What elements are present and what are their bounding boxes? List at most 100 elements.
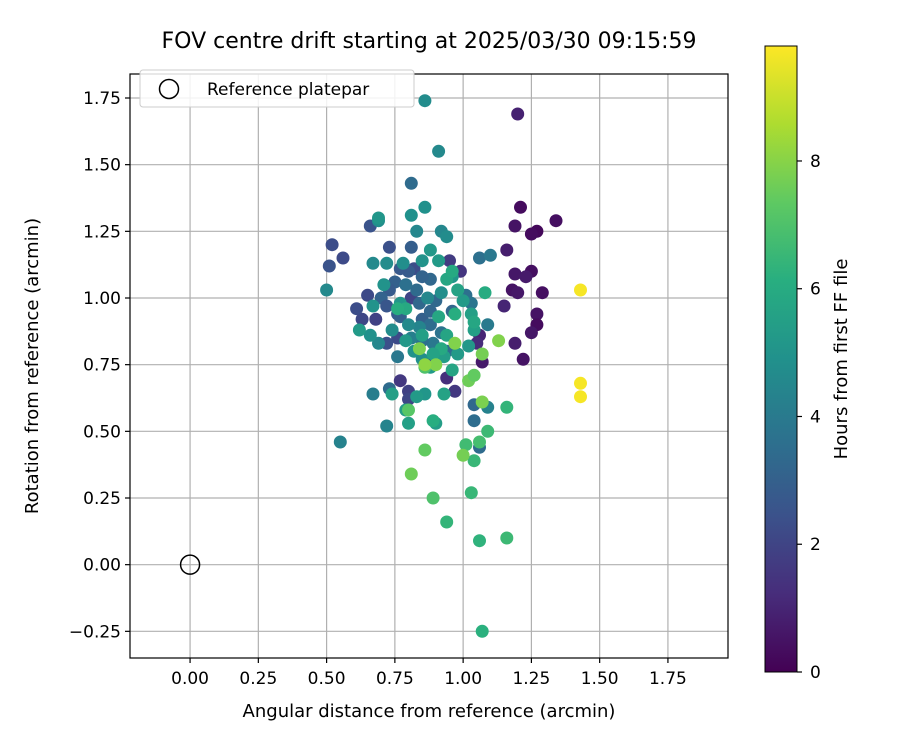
data-point <box>410 283 424 297</box>
data-point <box>333 435 347 449</box>
data-point <box>467 454 481 468</box>
data-point <box>350 302 364 316</box>
data-point <box>530 307 544 321</box>
reference-marker <box>179 554 201 575</box>
data-point <box>497 299 511 313</box>
data-point <box>412 342 426 356</box>
legend-label: Reference platepar <box>207 80 369 100</box>
data-point <box>366 299 380 313</box>
data-point <box>325 238 339 252</box>
data-point <box>402 416 415 430</box>
data-point <box>481 318 495 332</box>
data-point <box>456 448 470 462</box>
data-point <box>415 328 429 342</box>
data-point <box>410 390 424 404</box>
data-point <box>352 323 366 337</box>
data-point <box>396 256 410 270</box>
data-point <box>423 243 437 257</box>
data-point <box>429 358 443 372</box>
data-point <box>473 251 486 265</box>
y-tick-label: −0.25 <box>69 622 121 642</box>
data-point <box>445 363 459 377</box>
colorbar-tick-label: 8 <box>810 152 821 172</box>
data-point <box>519 270 533 284</box>
x-tick-label: 0.75 <box>376 669 414 689</box>
y-axis-label: Rotation from reference (arcmin) <box>22 218 43 514</box>
y-tick-label: 1.25 <box>83 222 121 242</box>
data-point <box>418 443 432 457</box>
data-point <box>361 288 375 302</box>
data-point <box>492 334 506 348</box>
data-point <box>423 318 437 332</box>
data-point <box>448 336 462 350</box>
data-point <box>426 491 440 505</box>
data-point <box>322 259 336 273</box>
x-tick-label: 0.50 <box>308 669 346 689</box>
data-point <box>574 376 587 390</box>
x-tick-label: 0.00 <box>171 669 209 689</box>
y-tick-label: 0.75 <box>83 356 121 376</box>
data-point <box>385 387 399 401</box>
data-point <box>462 339 476 353</box>
data-point <box>481 424 495 438</box>
data-point <box>377 278 391 292</box>
data-point <box>514 200 527 214</box>
data-point <box>355 312 369 326</box>
data-point <box>320 283 334 297</box>
data-point <box>475 624 489 638</box>
chart-title: FOV centre drift starting at 2025/03/30 … <box>162 29 697 54</box>
data-point <box>432 254 446 268</box>
y-tick-label: 0.00 <box>83 556 121 576</box>
data-point <box>456 294 470 308</box>
x-tick-label: 0.25 <box>239 669 277 689</box>
legend-box <box>139 69 415 108</box>
data-point <box>380 299 394 313</box>
data-point <box>451 283 465 297</box>
data-point <box>448 384 462 398</box>
data-point <box>500 531 514 545</box>
data-point <box>473 435 486 449</box>
data-point <box>524 227 538 241</box>
y-tick-label: 1.00 <box>83 289 121 309</box>
data-point <box>385 323 399 337</box>
colorbar-tick-label: 2 <box>810 535 821 555</box>
colorbar-tick-label: 0 <box>810 663 821 683</box>
data-point <box>366 387 380 401</box>
data-point <box>402 403 415 417</box>
data-point <box>432 144 446 158</box>
data-point <box>404 208 418 222</box>
data-point <box>574 283 587 297</box>
data-point <box>500 243 514 257</box>
data-point <box>508 267 522 281</box>
data-point <box>574 390 587 404</box>
data-point <box>336 251 350 265</box>
data-point <box>459 438 473 452</box>
data-point <box>369 312 383 326</box>
data-point <box>443 254 456 268</box>
x-tick-label: 1.00 <box>444 669 482 689</box>
data-point <box>508 219 522 233</box>
data-point <box>508 336 522 350</box>
data-point <box>445 264 459 278</box>
colorbar-tick-label: 6 <box>810 280 821 300</box>
data-point <box>415 270 429 284</box>
data-point <box>478 286 492 300</box>
x-tick-label: 1.50 <box>581 669 619 689</box>
data-point <box>475 395 489 409</box>
data-point <box>440 328 454 342</box>
data-point <box>418 94 432 108</box>
legend-marker <box>158 78 180 100</box>
data-point <box>382 240 396 254</box>
data-point <box>511 286 525 300</box>
data-point <box>473 534 486 548</box>
data-point <box>391 302 405 316</box>
data-point <box>434 286 448 300</box>
data-points <box>320 94 587 638</box>
data-point <box>372 211 385 225</box>
data-point <box>380 256 394 270</box>
x-axis-ticks: 0.00 0.25 0.50 0.75 1.00 1.25 1.50 1.75 <box>171 658 687 689</box>
data-point <box>366 256 380 270</box>
data-point <box>448 307 462 321</box>
colorbar <box>764 45 798 673</box>
